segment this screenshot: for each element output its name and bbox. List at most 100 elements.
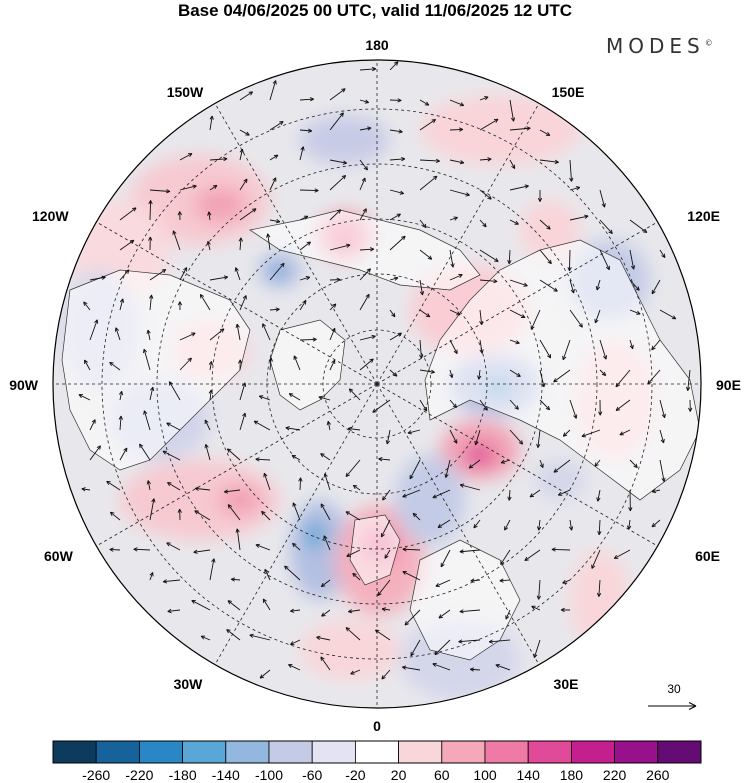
wind-vector — [259, 669, 271, 679]
wind-vector — [269, 357, 272, 371]
wind-vector-head — [258, 395, 264, 400]
wind-vector-head — [391, 312, 396, 318]
wind-vector-head — [272, 177, 277, 182]
wind-vector-head — [536, 443, 541, 448]
wind-vector — [435, 579, 451, 587]
wind-vector — [615, 369, 631, 388]
wind-vector — [267, 233, 271, 251]
wind-vector-head — [212, 184, 218, 190]
colorbar-ticks: -260 -220 -180 -140 -100 -60 -20 20 60 100 140 180 2… — [82, 767, 670, 783]
meridian-line — [214, 383, 378, 665]
wind-vector — [227, 448, 241, 461]
wind-vector-head — [275, 219, 281, 224]
wind-vector-head — [453, 216, 458, 221]
wind-vector-head — [207, 211, 212, 216]
wind-vector-head — [424, 101, 430, 106]
wind-vector-head — [402, 665, 407, 670]
wind-vector — [475, 429, 481, 446]
wind-vector-head — [661, 413, 666, 419]
wind-vector — [359, 127, 372, 131]
wind-vector — [615, 399, 631, 411]
wind-vector-head — [237, 359, 243, 364]
wind-vector — [419, 309, 431, 318]
wind-vector — [236, 528, 241, 551]
wind-vector-head — [320, 582, 326, 588]
wind-vector — [599, 219, 613, 234]
wind-vector — [479, 399, 488, 411]
wind-vector-head — [401, 156, 406, 162]
wind-vector — [437, 519, 451, 528]
wind-vector — [290, 639, 301, 645]
wind-vector — [628, 519, 631, 530]
wind-vector — [598, 579, 601, 597]
wind-vector-head — [208, 361, 214, 366]
wind-vector-head — [380, 532, 385, 538]
anomaly-blob — [305, 521, 325, 549]
wind-vector-head — [546, 225, 551, 230]
wind-vector — [419, 249, 433, 260]
wind-vector — [614, 549, 631, 559]
anomaly-blob — [290, 500, 350, 600]
wind-vector — [149, 189, 171, 192]
wind-vector — [569, 186, 580, 191]
wind-vector — [509, 279, 528, 287]
wind-vector-head — [255, 457, 260, 462]
wind-vector-head — [348, 388, 354, 393]
wind-vector — [382, 489, 391, 501]
wind-vector-head — [268, 357, 273, 362]
wind-vector-head — [596, 497, 601, 502]
wind-vector-head — [230, 577, 236, 582]
wind-vector-head — [396, 213, 401, 218]
wind-vector-head — [661, 253, 666, 258]
wind-vector — [419, 119, 436, 131]
wind-vector — [553, 369, 571, 383]
wind-vector — [509, 127, 531, 131]
wind-vector-head — [444, 473, 449, 478]
wind-vector-head — [275, 307, 280, 312]
wind-vector-head — [305, 276, 311, 281]
wind-vector-head — [602, 355, 608, 360]
wind-vector — [449, 399, 457, 408]
wind-vector — [318, 396, 331, 401]
wind-vector-head — [129, 239, 135, 244]
wind-vector-head — [598, 411, 603, 416]
meridian-line — [376, 383, 540, 665]
wind-vector — [479, 339, 483, 354]
wind-vector-head — [505, 615, 510, 620]
wind-vector — [162, 450, 181, 461]
wind-vector-head — [397, 98, 402, 103]
wind-vector — [209, 158, 228, 161]
wind-vector-head — [384, 554, 389, 559]
colorbar-segment — [225, 740, 270, 764]
wind-vector — [629, 249, 635, 270]
wind-vector-head — [660, 438, 665, 444]
wind-vector — [509, 399, 519, 410]
wind-vector — [410, 639, 421, 657]
wind-vector — [531, 605, 541, 611]
lon-label-90w: 90W — [9, 377, 39, 393]
wind-vector — [594, 459, 601, 467]
wind-vector — [208, 211, 211, 221]
wind-vector-head — [262, 323, 267, 328]
anomaly-blob — [194, 187, 246, 223]
wind-vector-head — [591, 564, 596, 569]
wind-vector — [500, 549, 511, 565]
wind-vector-head — [162, 579, 168, 584]
colorbar-segment — [571, 740, 616, 764]
wind-vector — [539, 129, 551, 136]
lon-label-90e: 90E — [716, 377, 741, 393]
wind-vector-head — [459, 609, 464, 614]
wind-vector-head — [118, 391, 124, 396]
wind-vector-head — [118, 415, 123, 420]
wind-vector-head — [431, 119, 436, 124]
wind-vector-head — [601, 203, 606, 208]
wind-vector-head — [172, 230, 177, 235]
wind-vector — [509, 429, 524, 445]
wind-vector — [460, 484, 481, 491]
wind-vector-head — [96, 445, 101, 450]
wind-vector — [479, 309, 483, 325]
wind-vector-head — [500, 560, 505, 565]
wind-vector-head — [594, 462, 599, 467]
wind-vector — [329, 359, 336, 371]
wind-vector — [599, 189, 606, 208]
